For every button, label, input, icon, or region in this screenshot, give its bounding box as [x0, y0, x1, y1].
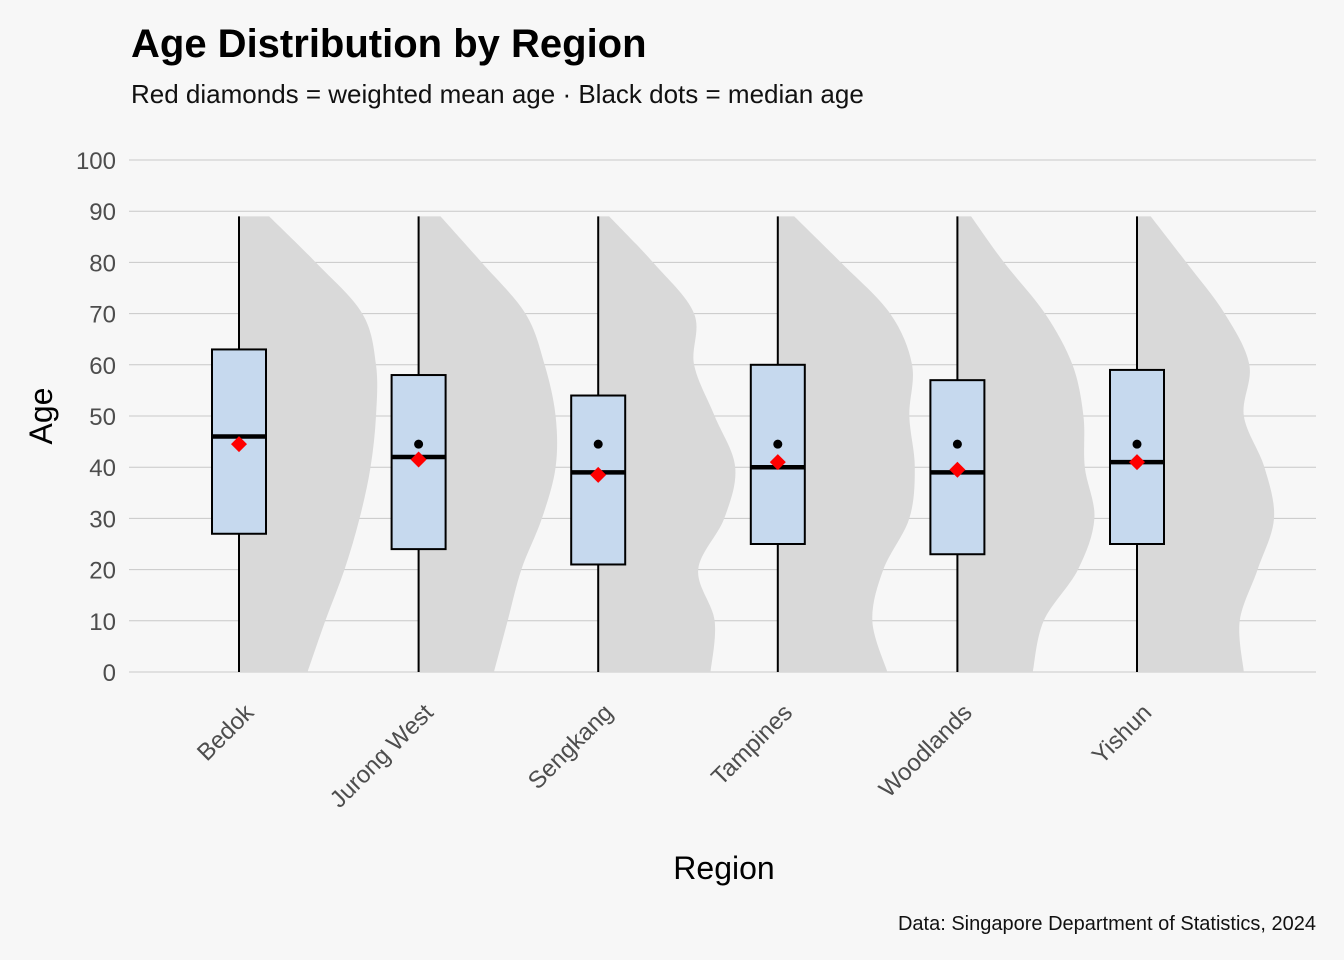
y-axis-title: Age: [23, 388, 59, 445]
chart-caption: Data: Singapore Department of Statistics…: [898, 913, 1316, 935]
x-tick-label-jurong-west: Jurong West: [325, 699, 439, 813]
density-jurong-west: [418, 216, 558, 672]
y-tick-label-40: 40: [89, 455, 116, 482]
density-woodlands: [957, 216, 1095, 672]
box-bedok: [211, 348, 267, 535]
y-tick-label-0: 0: [103, 660, 116, 687]
y-tick-label-80: 80: [89, 250, 116, 277]
mean-diamond-jurong-west: [410, 451, 427, 468]
y-tick-label-100: 100: [76, 148, 116, 175]
median-dot-tampines: [773, 439, 783, 449]
box-group-sengkang: [570, 216, 627, 672]
y-tick-label-50: 50: [89, 404, 116, 431]
x-tick-label-woodlands: Woodlands: [874, 699, 978, 803]
y-tick-label-70: 70: [89, 302, 116, 329]
y-tick-label-30: 30: [89, 506, 116, 533]
median-dot-yishun: [1132, 439, 1142, 449]
y-axis-ticks: 0 10 20 30 40 50 60 70 80 90 100: [76, 148, 116, 687]
box-group-yishun: [1109, 216, 1165, 672]
mean-diamond-bedok: [231, 436, 247, 453]
chart-subtitle: Red diamonds = weighted mean age · Black…: [131, 79, 864, 109]
density-yishun: [1137, 216, 1275, 672]
x-tick-label-tampines: Tampines: [706, 699, 798, 791]
y-tick-label-20: 20: [89, 558, 116, 585]
density-bedok: [239, 216, 378, 672]
x-tick-label-sengkang: Sengkang: [523, 699, 619, 795]
median-dot-sengkang: [593, 439, 603, 449]
x-axis-ticks: Bedok Jurong West Sengkang Tampines Woodland…: [192, 698, 1157, 813]
box-group-jurong-west: [390, 216, 447, 672]
y-tick-label-90: 90: [89, 199, 116, 226]
y-tick-label-60: 60: [89, 353, 116, 380]
density-tampines: [777, 216, 915, 672]
box-group-woodlands: [929, 216, 986, 672]
mean-diamond-yishun: [1129, 454, 1145, 471]
box-group-bedok: [211, 216, 267, 672]
density-sengkang: [598, 216, 736, 672]
box-group-tampines: [749, 216, 806, 672]
mean-diamond-sengkang: [590, 466, 607, 483]
x-tick-label-bedok: Bedok: [192, 698, 260, 766]
mean-diamond-woodlands: [949, 461, 966, 478]
box-layer: [211, 216, 1165, 672]
median-dot-jurong-west: [414, 439, 424, 449]
mean-diamond-tampines: [769, 454, 786, 471]
chart-title: Age Distribution by Region: [131, 22, 647, 66]
x-axis-title: Region: [673, 850, 774, 886]
x-tick-label-yishun: Yishun: [1087, 699, 1157, 769]
y-tick-label-10: 10: [89, 609, 116, 636]
density-layer: [239, 216, 1275, 672]
median-dot-woodlands: [952, 439, 962, 449]
